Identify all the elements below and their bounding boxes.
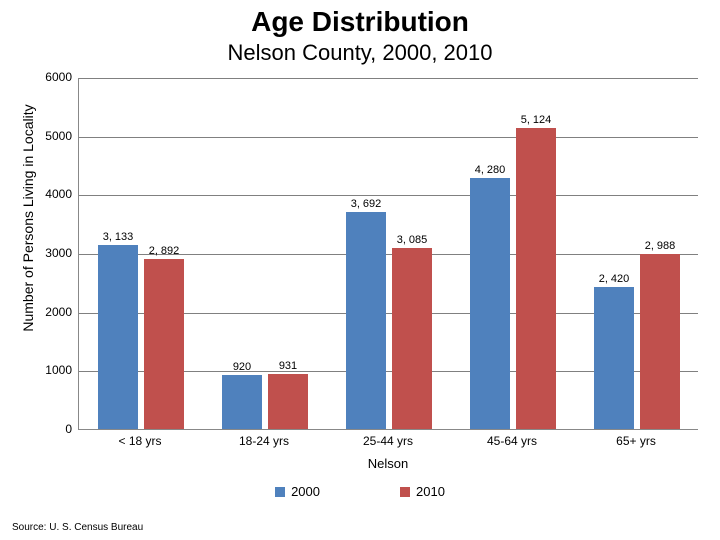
x-tick-label: < 18 yrs [78, 434, 202, 448]
y-tick-label: 6000 [45, 70, 72, 84]
bar-group: 920931 [203, 77, 327, 429]
bar-group: 3, 1332, 892 [79, 77, 203, 429]
bar-value-label: 931 [262, 360, 314, 372]
source-text: Source: U. S. Census Bureau [12, 522, 143, 533]
bar-value-label: 920 [216, 361, 268, 373]
bar-value-label: 2, 988 [634, 240, 686, 252]
x-axis-ticks: < 18 yrs18-24 yrs25-44 yrs45-64 yrs65+ y… [78, 434, 698, 454]
legend-label: 2000 [291, 484, 320, 499]
x-group-label: Nelson [78, 456, 698, 471]
y-tick-label: 5000 [45, 129, 72, 143]
bar-value-label: 3, 692 [340, 198, 392, 210]
bar-group: 4, 2805, 124 [451, 77, 575, 429]
legend: 2000 2010 [0, 484, 720, 499]
y-tick-label: 2000 [45, 305, 72, 319]
bar-value-label: 3, 133 [92, 231, 144, 243]
x-tick-label: 18-24 yrs [202, 434, 326, 448]
y-tick-label: 4000 [45, 187, 72, 201]
bar-value-label: 2, 892 [138, 245, 190, 257]
y-tick-label: 3000 [45, 246, 72, 260]
legend-item: 2010 [400, 484, 445, 499]
bar-value-label: 4, 280 [464, 164, 516, 176]
legend-swatch [275, 487, 285, 497]
legend-swatch [400, 487, 410, 497]
bar: 4, 280 [470, 178, 510, 429]
bar-group: 2, 4202, 988 [575, 77, 699, 429]
bar-group: 3, 6923, 085 [327, 77, 451, 429]
bar: 3, 085 [392, 248, 432, 429]
bar: 931 [268, 374, 308, 429]
x-tick-label: 65+ yrs [574, 434, 698, 448]
bar-value-label: 3, 085 [386, 234, 438, 246]
chart-subtitle: Nelson County, 2000, 2010 [0, 40, 720, 66]
legend-label: 2010 [416, 484, 445, 499]
y-axis-ticks: 0100020003000400050006000 [0, 78, 72, 430]
y-tick-label: 0 [65, 422, 72, 436]
y-tick-label: 1000 [45, 363, 72, 377]
bar-value-label: 5, 124 [510, 114, 562, 126]
x-tick-label: 25-44 yrs [326, 434, 450, 448]
age-distribution-chart: { "title": { "text": "Age Distribution",… [0, 0, 720, 540]
legend-item: 2000 [275, 484, 320, 499]
bar: 5, 124 [516, 128, 556, 429]
bar: 3, 133 [98, 245, 138, 429]
x-tick-label: 45-64 yrs [450, 434, 574, 448]
bar-value-label: 2, 420 [588, 273, 640, 285]
bar: 2, 988 [640, 254, 680, 429]
chart-title: Age Distribution [0, 6, 720, 38]
bar: 2, 420 [594, 287, 634, 429]
plot-area: 3, 1332, 8929209313, 6923, 0854, 2805, 1… [78, 78, 698, 430]
bar: 920 [222, 375, 262, 429]
bar: 3, 692 [346, 212, 386, 429]
bar: 2, 892 [144, 259, 184, 429]
